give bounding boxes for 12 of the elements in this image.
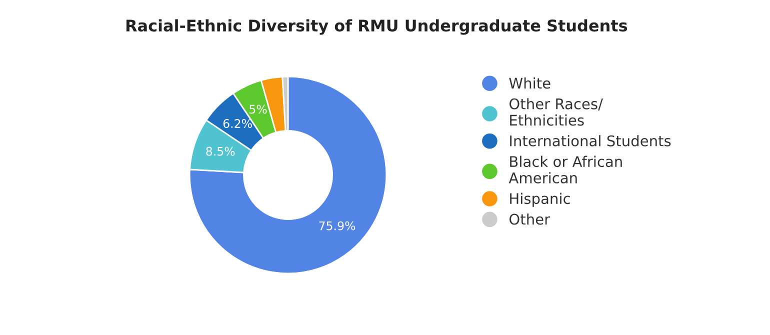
donut-slice xyxy=(188,76,388,274)
legend-label: Other xyxy=(509,213,550,225)
data-label: 75.9% xyxy=(319,221,356,230)
legend-label: Other Races/ Ethnicities xyxy=(509,98,603,126)
legend-label: White xyxy=(509,77,550,89)
legend-label: International Students xyxy=(510,135,671,146)
data-label: 5% xyxy=(250,104,267,114)
data-label: 8.5% xyxy=(206,146,235,156)
data-label: 6.2% xyxy=(223,119,252,128)
legend-label: Black or African American xyxy=(508,156,622,184)
legend-label: Hispanic xyxy=(510,192,570,207)
chart-title: Racial-Ethnic Diversity of RMU Undergraduate Students xyxy=(126,19,628,35)
